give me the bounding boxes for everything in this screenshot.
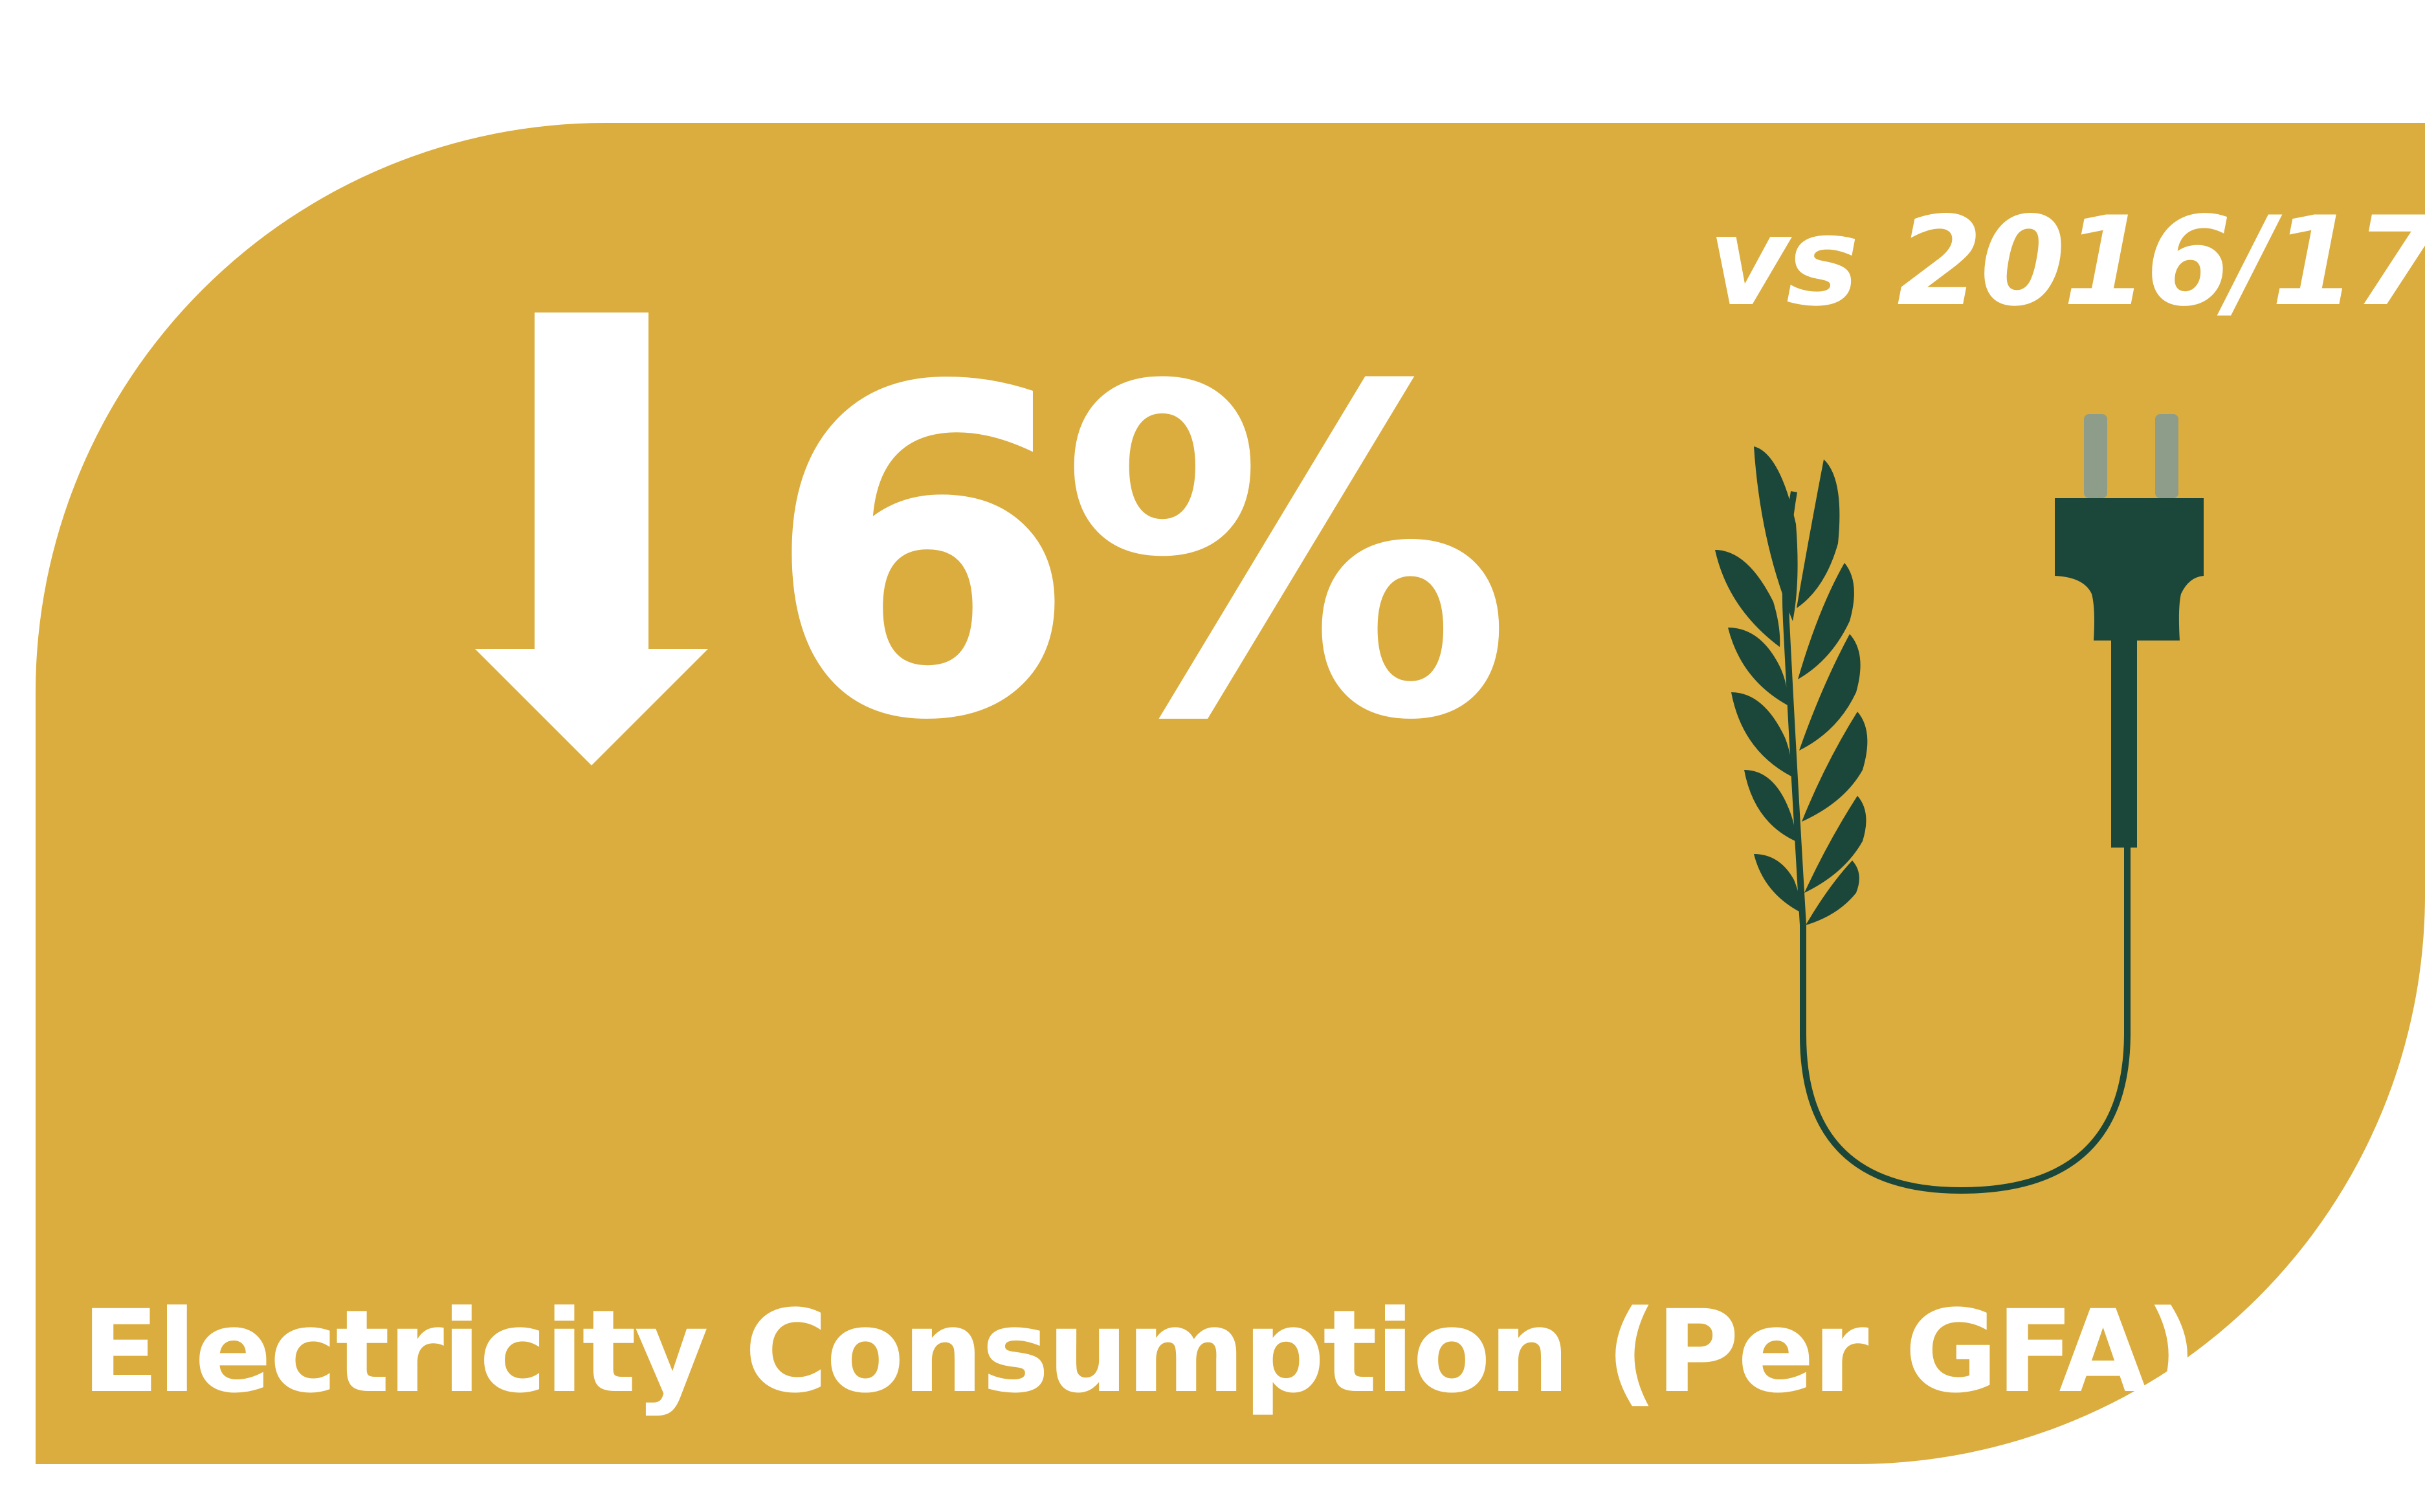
metric-value: 6% <box>764 292 1513 820</box>
arrow-down-icon <box>475 312 708 765</box>
leaf-plug-icon <box>1715 414 2204 1194</box>
comparison-period: vs 2016/17 <box>1709 190 2425 333</box>
metric-caption: Electricity Consumption (Per GFA) <box>82 1286 2197 1418</box>
metric-card <box>36 123 2425 1464</box>
